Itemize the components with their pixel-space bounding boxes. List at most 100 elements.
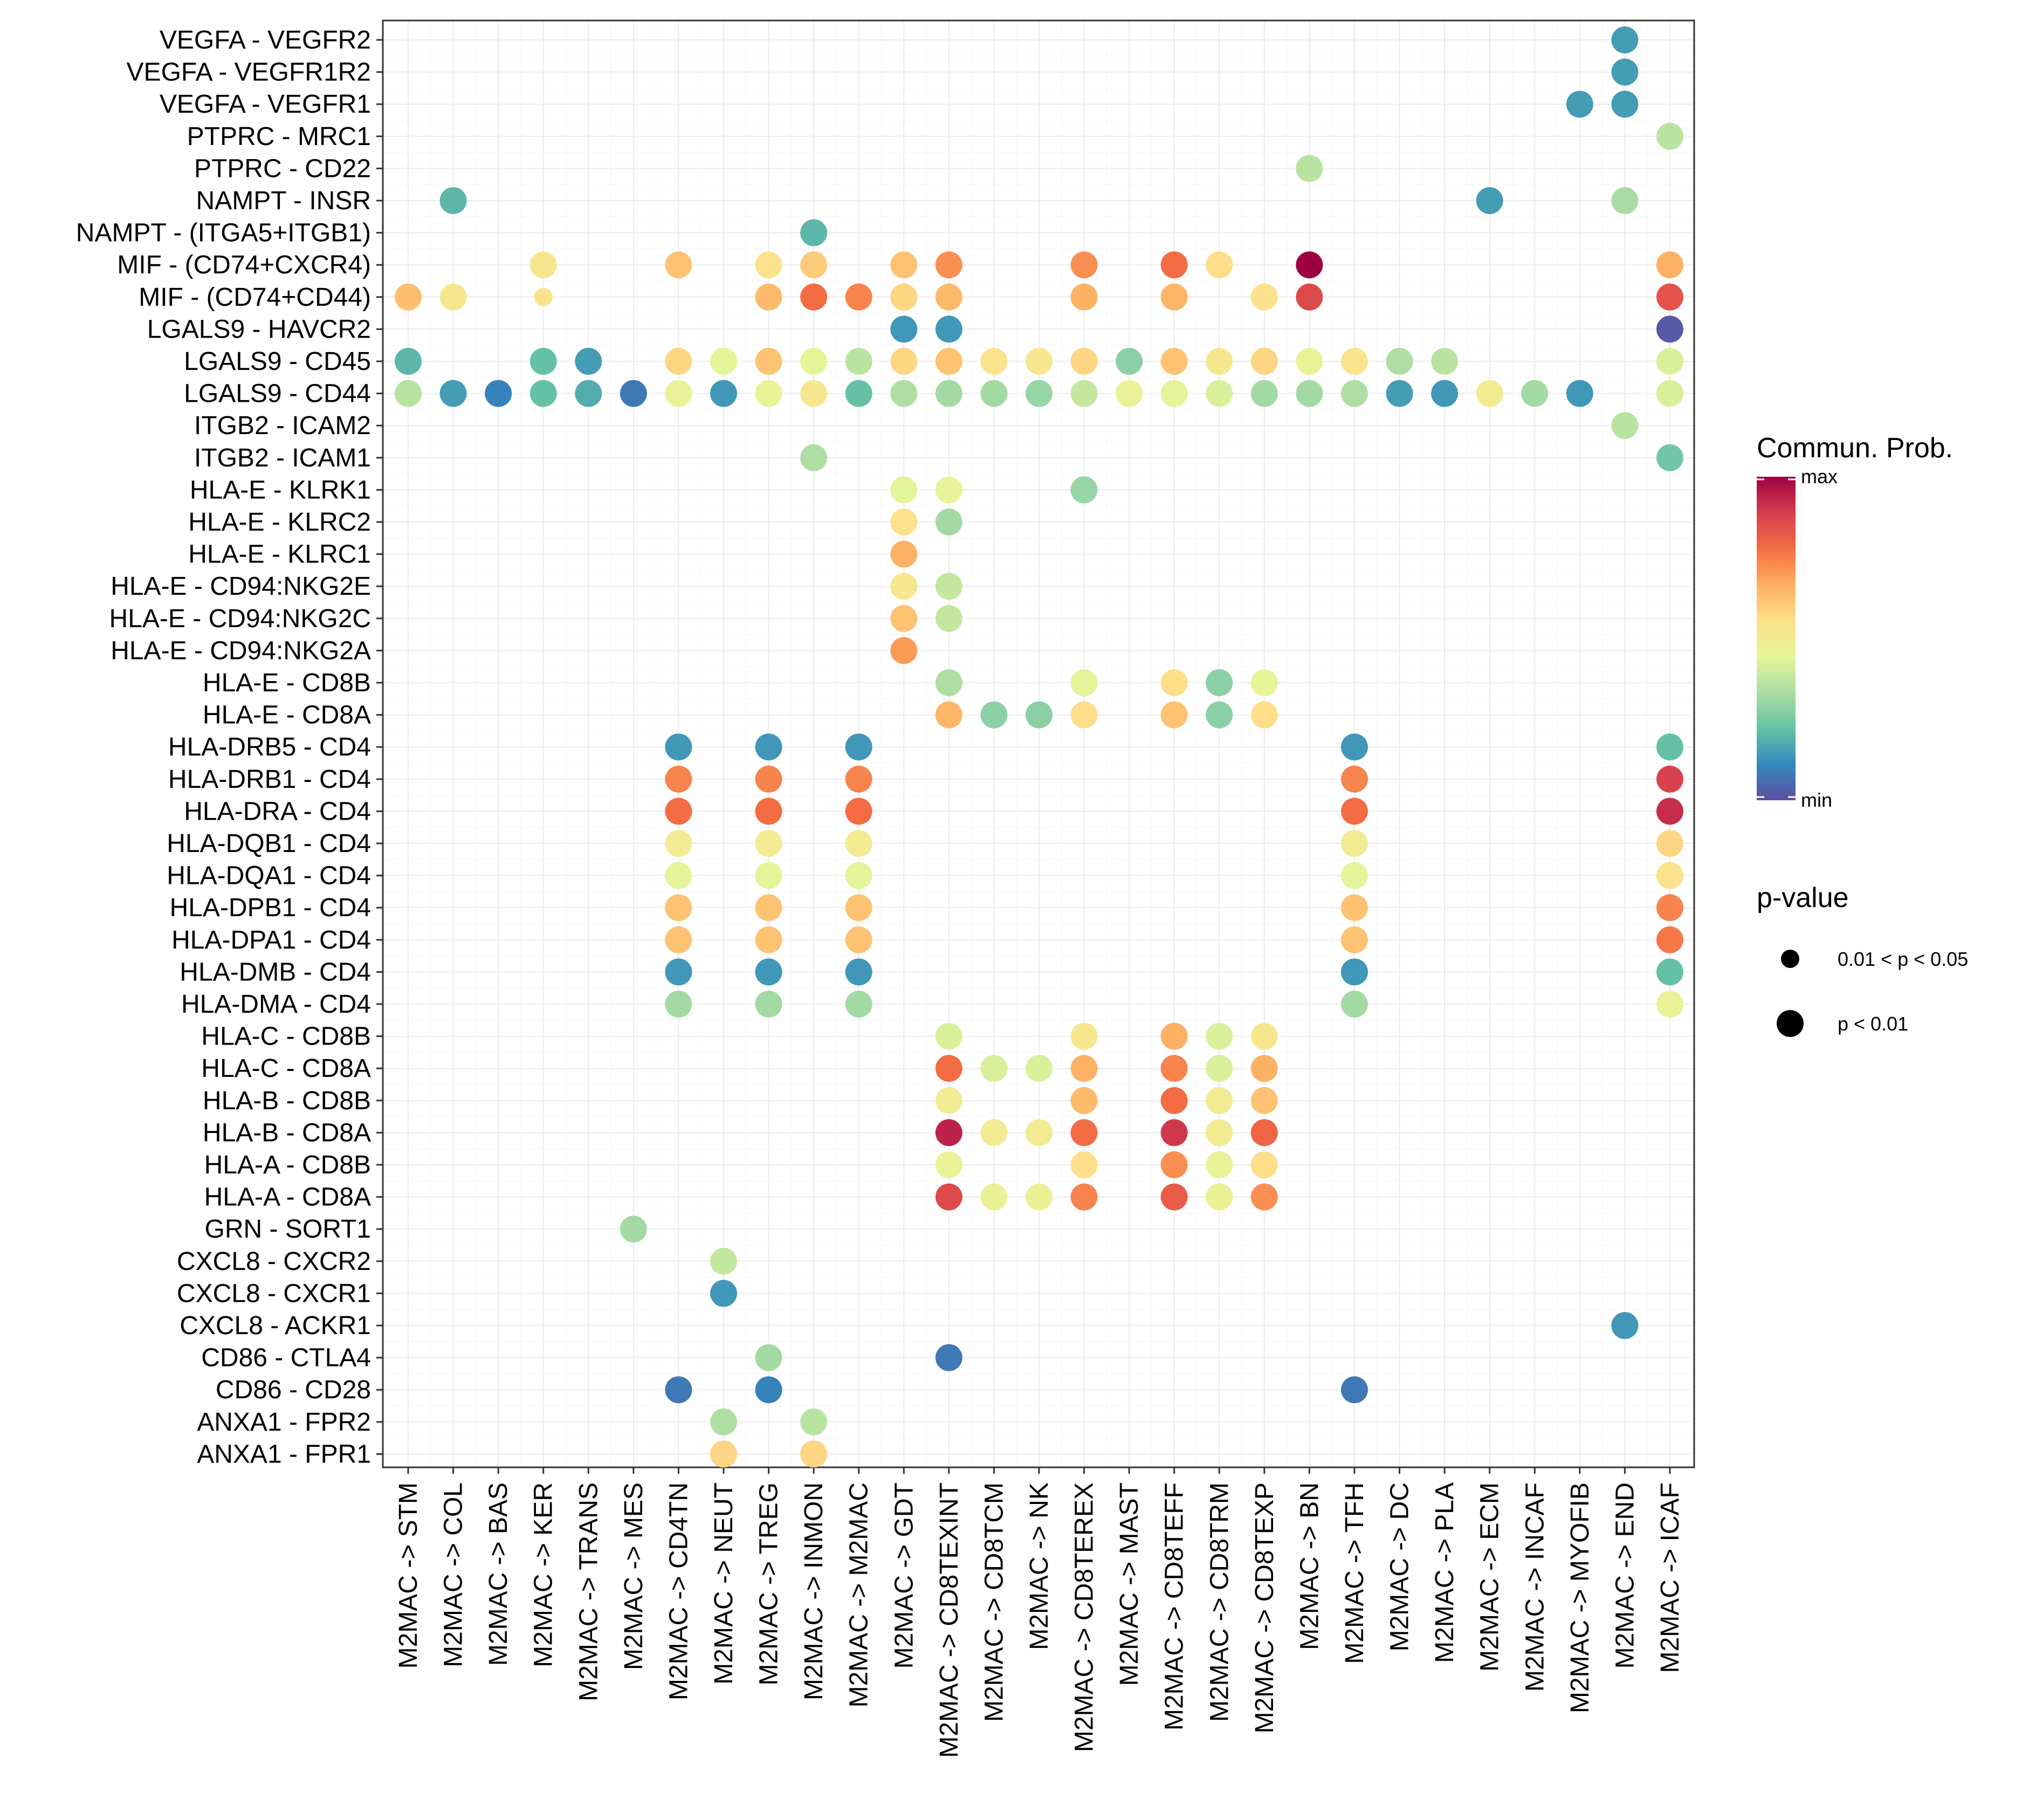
dot xyxy=(1340,894,1368,922)
dot xyxy=(1296,155,1323,182)
dot xyxy=(575,348,602,375)
dot xyxy=(800,251,828,279)
dot xyxy=(890,315,918,343)
dot xyxy=(1656,348,1683,375)
y-tick-label: ITGB2 - ICAM2 xyxy=(194,411,371,440)
y-tick-label: HLA-DQA1 - CD4 xyxy=(167,862,371,890)
dot xyxy=(755,283,782,311)
dot xyxy=(710,1280,737,1307)
dot xyxy=(1340,1376,1368,1404)
dot xyxy=(980,1119,1008,1146)
dot xyxy=(755,1344,782,1371)
dot xyxy=(439,380,467,407)
dot xyxy=(890,540,918,568)
dots xyxy=(395,26,1683,1468)
dot xyxy=(1250,1119,1278,1146)
dot xyxy=(980,348,1008,375)
dot xyxy=(845,894,872,922)
y-tick-label: CXCL8 - CXCR2 xyxy=(177,1247,371,1276)
dot xyxy=(1476,187,1503,214)
dot xyxy=(1206,669,1233,696)
color-legend-title: Commun. Prob. xyxy=(1757,432,1953,464)
y-tick-label: PTPRC - CD22 xyxy=(194,154,371,183)
dot xyxy=(665,830,692,857)
size-legend-label-large: p < 0.01 xyxy=(1838,1013,1908,1035)
dot xyxy=(845,862,872,889)
dot xyxy=(935,476,962,504)
dot xyxy=(1656,122,1683,150)
dot xyxy=(1566,91,1593,118)
x-tick-label: M2MAC -> TFH xyxy=(1340,1482,1369,1664)
dot xyxy=(845,991,872,1018)
y-tick-label: VEGFA - VEGFR1R2 xyxy=(127,58,371,87)
dot xyxy=(1206,1151,1233,1178)
y-tick-label: LGALS9 - CD44 xyxy=(184,380,371,408)
y-tick-label: HLA-E - CD94:NKG2C xyxy=(109,605,371,633)
legend: Commun. Prob. max min p-value 0.01 < p <… xyxy=(1757,432,1968,1037)
x-tick-label: M2MAC -> PLA xyxy=(1430,1482,1459,1663)
y-tick-label: GRN - SORT1 xyxy=(205,1215,371,1244)
dot xyxy=(935,348,962,375)
y-tick-label: ITGB2 - ICAM1 xyxy=(194,444,371,472)
y-tick-label: NAMPT - (ITGA5+ITGB1) xyxy=(76,219,371,248)
y-tick-label: HLA-DRA - CD4 xyxy=(184,797,371,826)
dot xyxy=(845,348,872,375)
dot xyxy=(1340,862,1368,889)
dot xyxy=(890,251,918,279)
dot xyxy=(665,733,692,761)
y-tick-label: HLA-DPB1 - CD4 xyxy=(170,894,371,922)
x-tick-label: M2MAC -> CD8TEXINT xyxy=(935,1482,964,1758)
dot xyxy=(1340,765,1368,793)
x-tick-label: M2MAC -> COL xyxy=(439,1482,468,1667)
x-tick-label: M2MAC -> CD8TEXP xyxy=(1250,1482,1279,1733)
dot xyxy=(935,1022,962,1050)
dot xyxy=(935,509,962,535)
dot xyxy=(1250,283,1278,311)
dot xyxy=(1025,1119,1053,1146)
dot xyxy=(935,315,962,343)
dot xyxy=(1206,251,1233,279)
dot xyxy=(710,1440,737,1468)
grid xyxy=(383,20,1694,1467)
dot xyxy=(1340,991,1368,1018)
dot xyxy=(1656,894,1683,922)
dot xyxy=(395,348,422,375)
dot xyxy=(1160,348,1188,375)
y-tick-label: HLA-E - KLRC2 xyxy=(188,508,371,537)
x-tick-label: M2MAC -> CD4TN xyxy=(664,1482,693,1700)
dot xyxy=(1250,1183,1278,1211)
dot xyxy=(1386,380,1413,407)
dot xyxy=(800,219,828,246)
dot xyxy=(1250,380,1278,407)
dot xyxy=(1296,348,1323,375)
dot xyxy=(1160,1055,1188,1082)
dot xyxy=(1160,669,1188,696)
x-tick-label: M2MAC -> TRANS xyxy=(574,1482,603,1701)
y-tick-label: CXCL8 - ACKR1 xyxy=(180,1311,371,1340)
dot xyxy=(1566,380,1593,407)
dot xyxy=(1656,283,1683,311)
dot xyxy=(1386,348,1413,375)
x-tick-label: M2MAC -> MAST xyxy=(1115,1482,1144,1686)
y-tick-label: HLA-DRB1 - CD4 xyxy=(168,765,371,794)
dot xyxy=(1070,380,1098,407)
dot xyxy=(935,605,962,632)
y-tick-label: HLA-E - CD94:NKG2E xyxy=(111,572,371,601)
size-legend-title: p-value xyxy=(1757,882,1849,914)
dot xyxy=(710,1408,737,1436)
y-tick-label: HLA-DMB - CD4 xyxy=(180,958,371,986)
color-bar-max-label: max xyxy=(1801,465,1838,487)
dot xyxy=(755,733,782,761)
y-tick-label: LGALS9 - HAVCR2 xyxy=(147,315,371,344)
dot xyxy=(1206,1119,1233,1146)
dot xyxy=(935,251,962,279)
x-tick-label: M2MAC -> GDT xyxy=(890,1482,918,1668)
dot xyxy=(935,1119,962,1146)
dot xyxy=(1070,701,1098,729)
dot xyxy=(1476,380,1503,407)
dot xyxy=(1250,348,1278,375)
dot xyxy=(665,926,692,953)
dot xyxy=(935,669,962,696)
dot xyxy=(1656,830,1683,857)
dot xyxy=(1611,58,1639,86)
